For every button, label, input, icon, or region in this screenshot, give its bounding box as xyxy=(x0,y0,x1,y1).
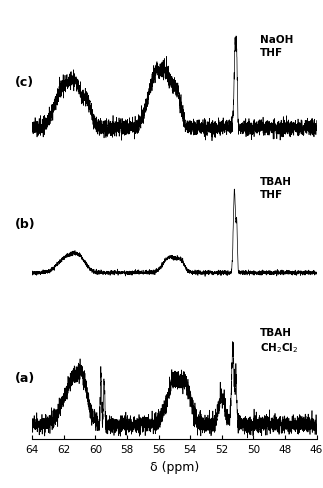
X-axis label: δ (ppm): δ (ppm) xyxy=(150,460,199,472)
Text: TBAH
CH$_2$Cl$_2$: TBAH CH$_2$Cl$_2$ xyxy=(260,327,298,355)
Text: NaOH
THF: NaOH THF xyxy=(260,35,293,58)
Text: (b): (b) xyxy=(15,217,36,230)
Text: (c): (c) xyxy=(15,76,34,89)
Text: (a): (a) xyxy=(15,371,36,384)
Text: TBAH
THF: TBAH THF xyxy=(260,177,292,200)
